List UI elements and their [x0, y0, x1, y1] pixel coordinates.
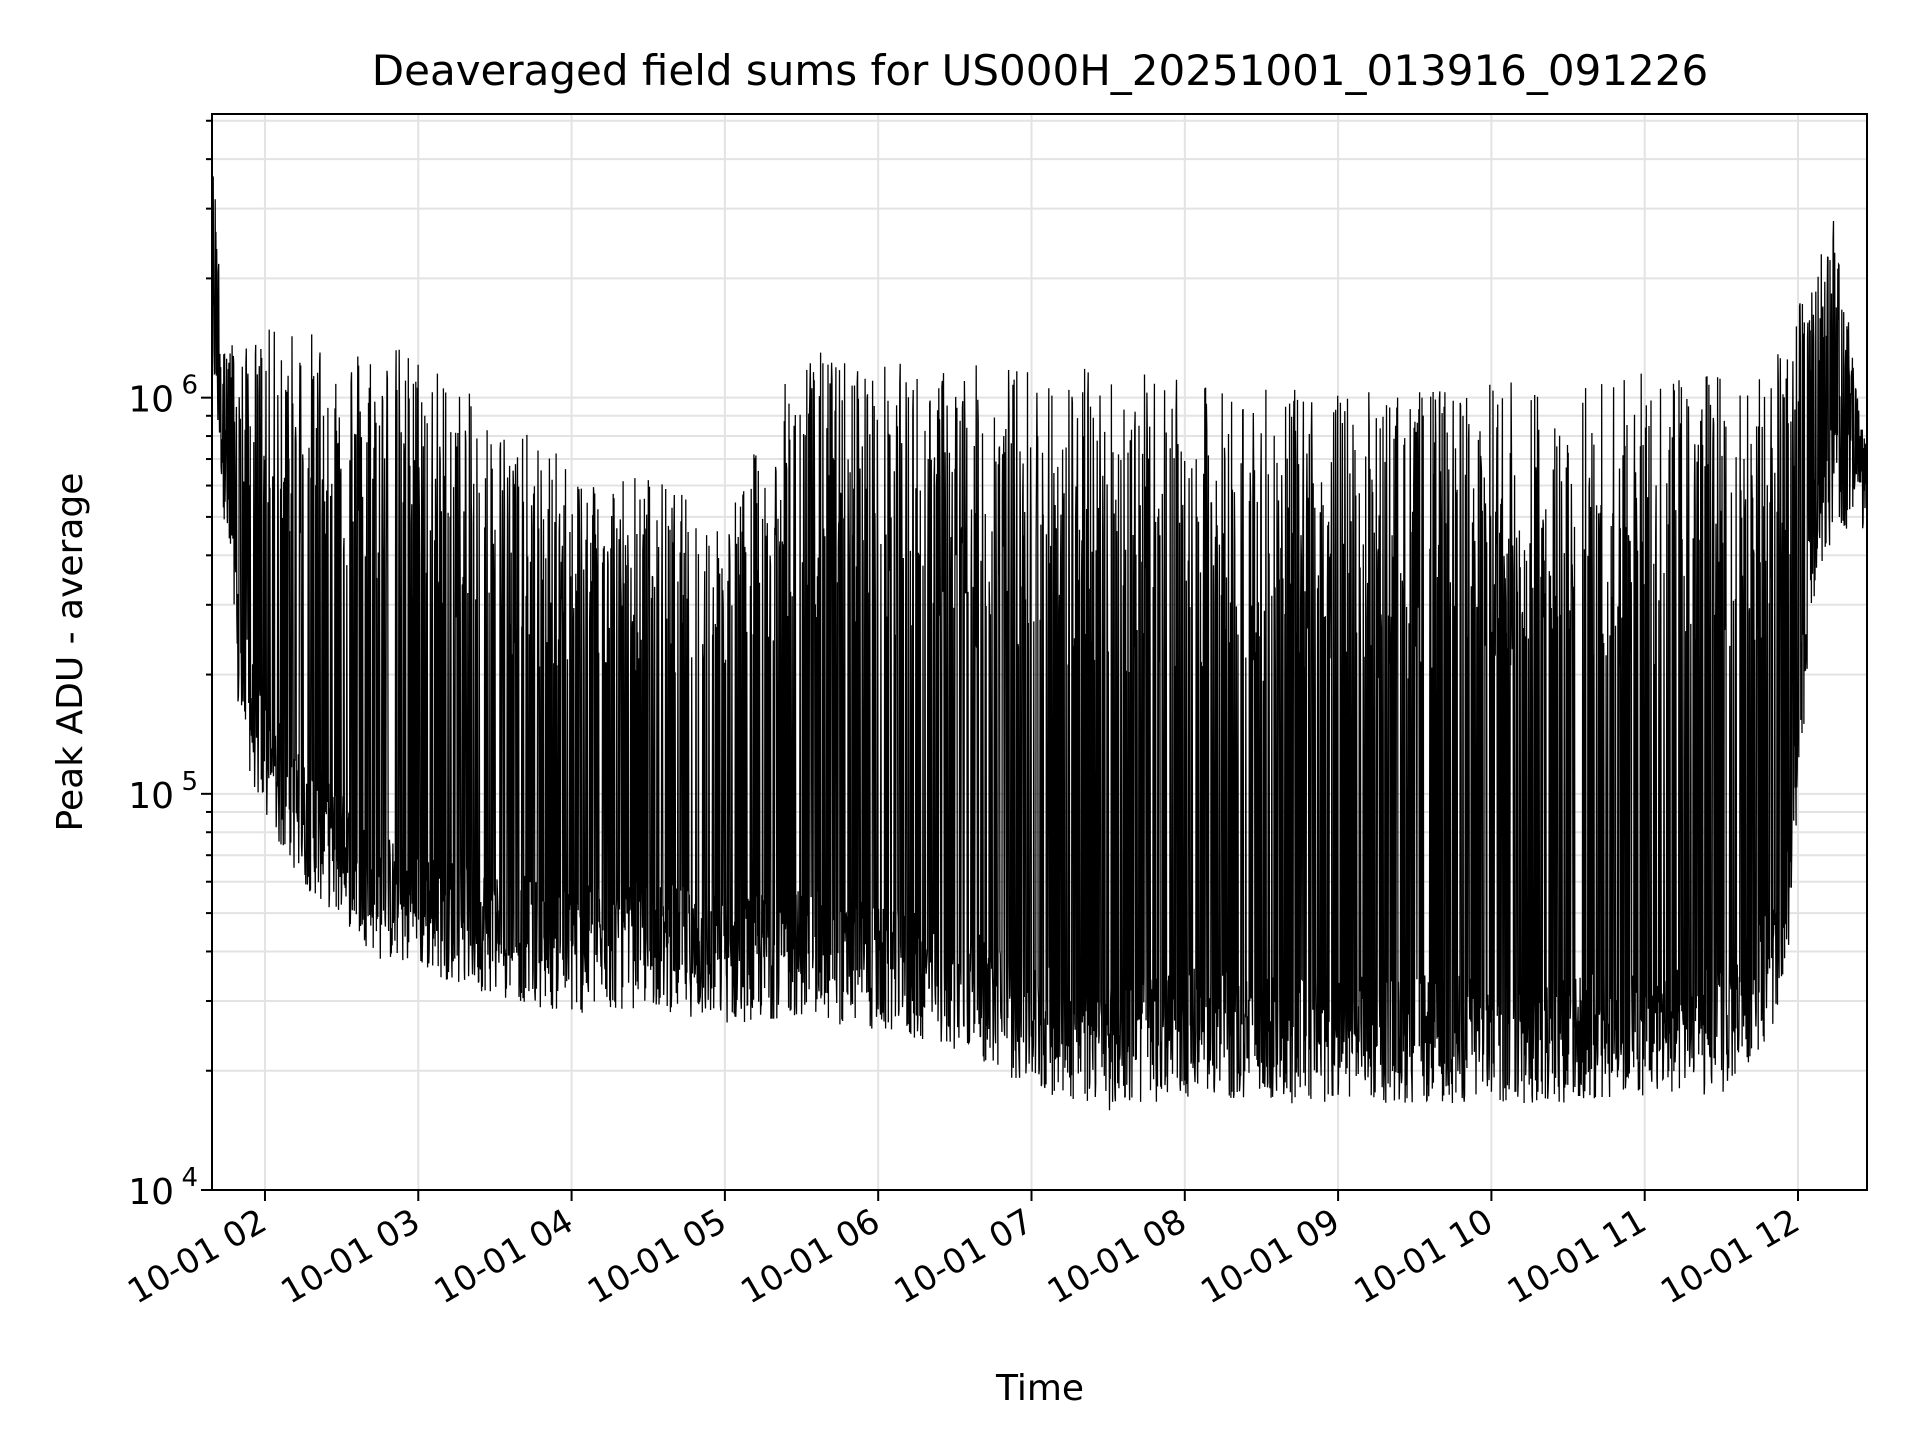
y-tick-label: 10 — [128, 776, 174, 817]
plot-frame — [211, 113, 1868, 1191]
y-axis-label: Peak ADU - average — [50, 473, 91, 832]
y-tick-exponent: 5 — [181, 767, 198, 797]
chart-title: Deaveraged field sums for US000H_2025100… — [372, 46, 1708, 95]
y-tick-label: 10 — [128, 380, 174, 421]
y-tick-exponent: 4 — [181, 1163, 198, 1193]
y-tick-label: 10 — [128, 1172, 174, 1213]
x-axis-label: Time — [995, 1368, 1084, 1409]
y-tick-exponent: 6 — [181, 371, 198, 401]
series-trace — [211, 176, 1868, 1111]
series-line — [211, 176, 1868, 1111]
